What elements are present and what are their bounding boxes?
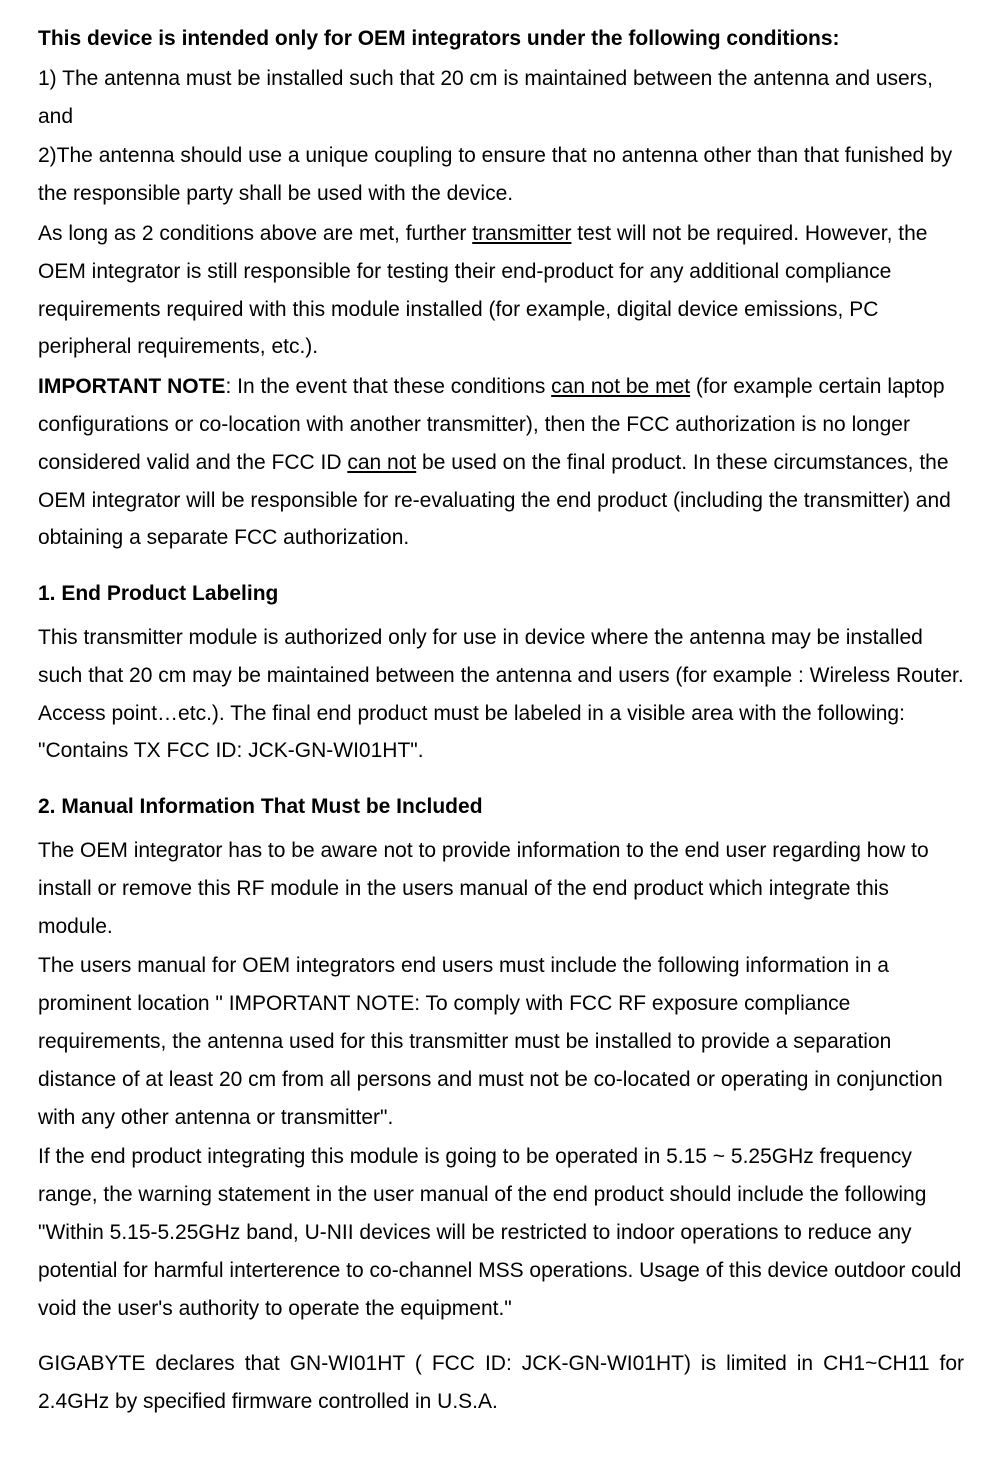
underline-cannot-be-met: can not be met: [551, 375, 690, 398]
section-2-p1: The OEM integrator has to be aware not t…: [38, 832, 964, 945]
text-fragment: : In the event that these conditions: [225, 375, 551, 398]
section-1-body: This transmitter module is authorized on…: [38, 619, 964, 770]
underline-transmitter: transmitter: [472, 222, 571, 245]
intro-heading: This device is intended only for OEM int…: [38, 20, 964, 58]
text-fragment: As long as 2 conditions above are met, f…: [38, 222, 472, 245]
section-1-heading: 1. End Product Labeling: [38, 575, 964, 613]
section-2-p3: If the end product integrating this modu…: [38, 1138, 964, 1327]
section-2-heading: 2. Manual Information That Must be Inclu…: [38, 788, 964, 826]
important-note-label: IMPORTANT NOTE: [38, 375, 225, 398]
condition-2: 2)The antenna should use a unique coupli…: [38, 137, 964, 213]
underline-cannot: can not: [347, 451, 416, 474]
as-long-as-paragraph: As long as 2 conditions above are met, f…: [38, 215, 964, 366]
important-note-paragraph: IMPORTANT NOTE: In the event that these …: [38, 368, 964, 557]
spacer: [38, 1329, 964, 1345]
declaration: GIGABYTE declares that GN-WI01HT ( FCC I…: [38, 1345, 964, 1421]
section-2-p2: The users manual for OEM integrators end…: [38, 947, 964, 1136]
condition-1: 1) The antenna must be installed such th…: [38, 60, 964, 136]
